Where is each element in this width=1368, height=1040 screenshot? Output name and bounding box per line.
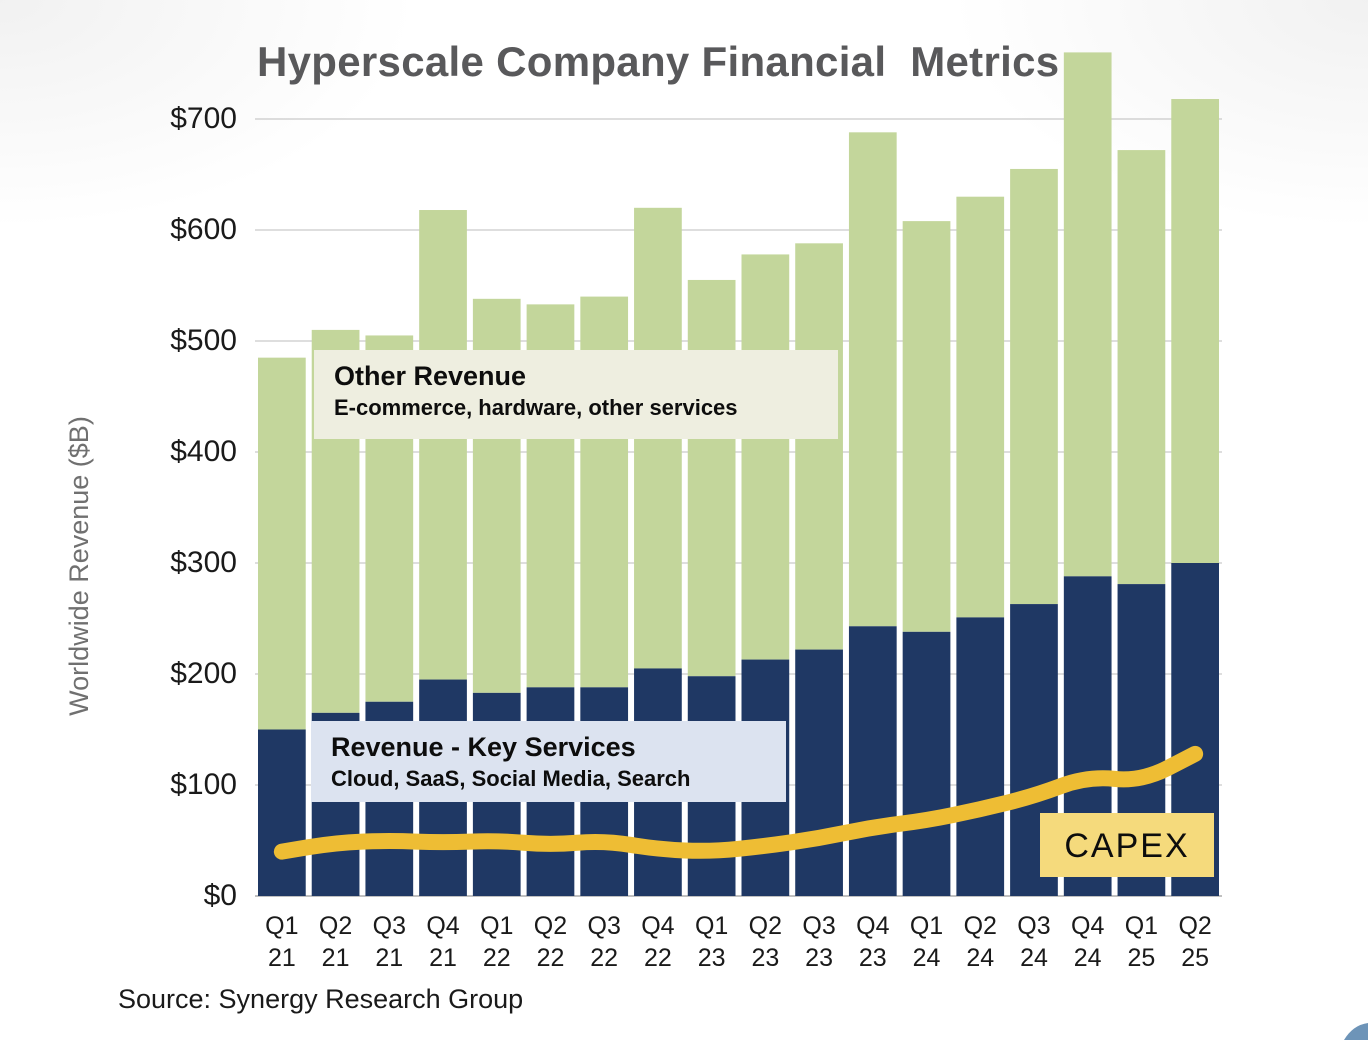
svg-text:Q4: Q4 [426, 912, 459, 940]
svg-text:Q1: Q1 [910, 912, 943, 940]
svg-text:24: 24 [913, 944, 941, 972]
svg-text:Q4: Q4 [641, 912, 674, 940]
svg-text:21: 21 [322, 944, 350, 972]
svg-text:21: 21 [429, 944, 457, 972]
svg-text:Q2: Q2 [749, 912, 782, 940]
svg-text:25: 25 [1128, 944, 1156, 972]
svg-text:$0: $0 [204, 879, 237, 912]
svg-text:Q2: Q2 [534, 912, 567, 940]
svg-text:Q3: Q3 [802, 912, 835, 940]
svg-text:Q2: Q2 [964, 912, 997, 940]
svg-text:Q2: Q2 [319, 912, 352, 940]
svg-text:23: 23 [859, 944, 887, 972]
svg-text:$400: $400 [170, 435, 237, 468]
svg-text:22: 22 [644, 944, 672, 972]
svg-text:24: 24 [966, 944, 994, 972]
svg-text:24: 24 [1074, 944, 1102, 972]
svg-text:Q3: Q3 [373, 912, 406, 940]
svg-text:22: 22 [483, 944, 511, 972]
svg-text:24: 24 [1020, 944, 1048, 972]
svg-text:25: 25 [1181, 944, 1209, 972]
svg-text:Q1: Q1 [480, 912, 513, 940]
svg-text:Q2: Q2 [1178, 912, 1211, 940]
svg-text:21: 21 [375, 944, 403, 972]
svg-text:22: 22 [590, 944, 618, 972]
svg-text:Q1: Q1 [695, 912, 728, 940]
svg-text:Q1: Q1 [265, 912, 298, 940]
svg-text:$200: $200 [170, 657, 237, 690]
svg-text:22: 22 [537, 944, 565, 972]
svg-text:$100: $100 [170, 768, 237, 801]
svg-text:$600: $600 [170, 213, 237, 246]
svg-text:23: 23 [805, 944, 833, 972]
svg-text:Q3: Q3 [1017, 912, 1050, 940]
svg-text:Q4: Q4 [856, 912, 889, 940]
svg-text:$700: $700 [170, 102, 237, 135]
svg-text:Q4: Q4 [1071, 912, 1104, 940]
svg-text:23: 23 [751, 944, 779, 972]
svg-text:Q3: Q3 [588, 912, 621, 940]
svg-text:21: 21 [268, 944, 296, 972]
svg-text:$300: $300 [170, 546, 237, 579]
svg-text:23: 23 [698, 944, 726, 972]
svg-text:Q1: Q1 [1125, 912, 1158, 940]
svg-text:$500: $500 [170, 324, 237, 357]
